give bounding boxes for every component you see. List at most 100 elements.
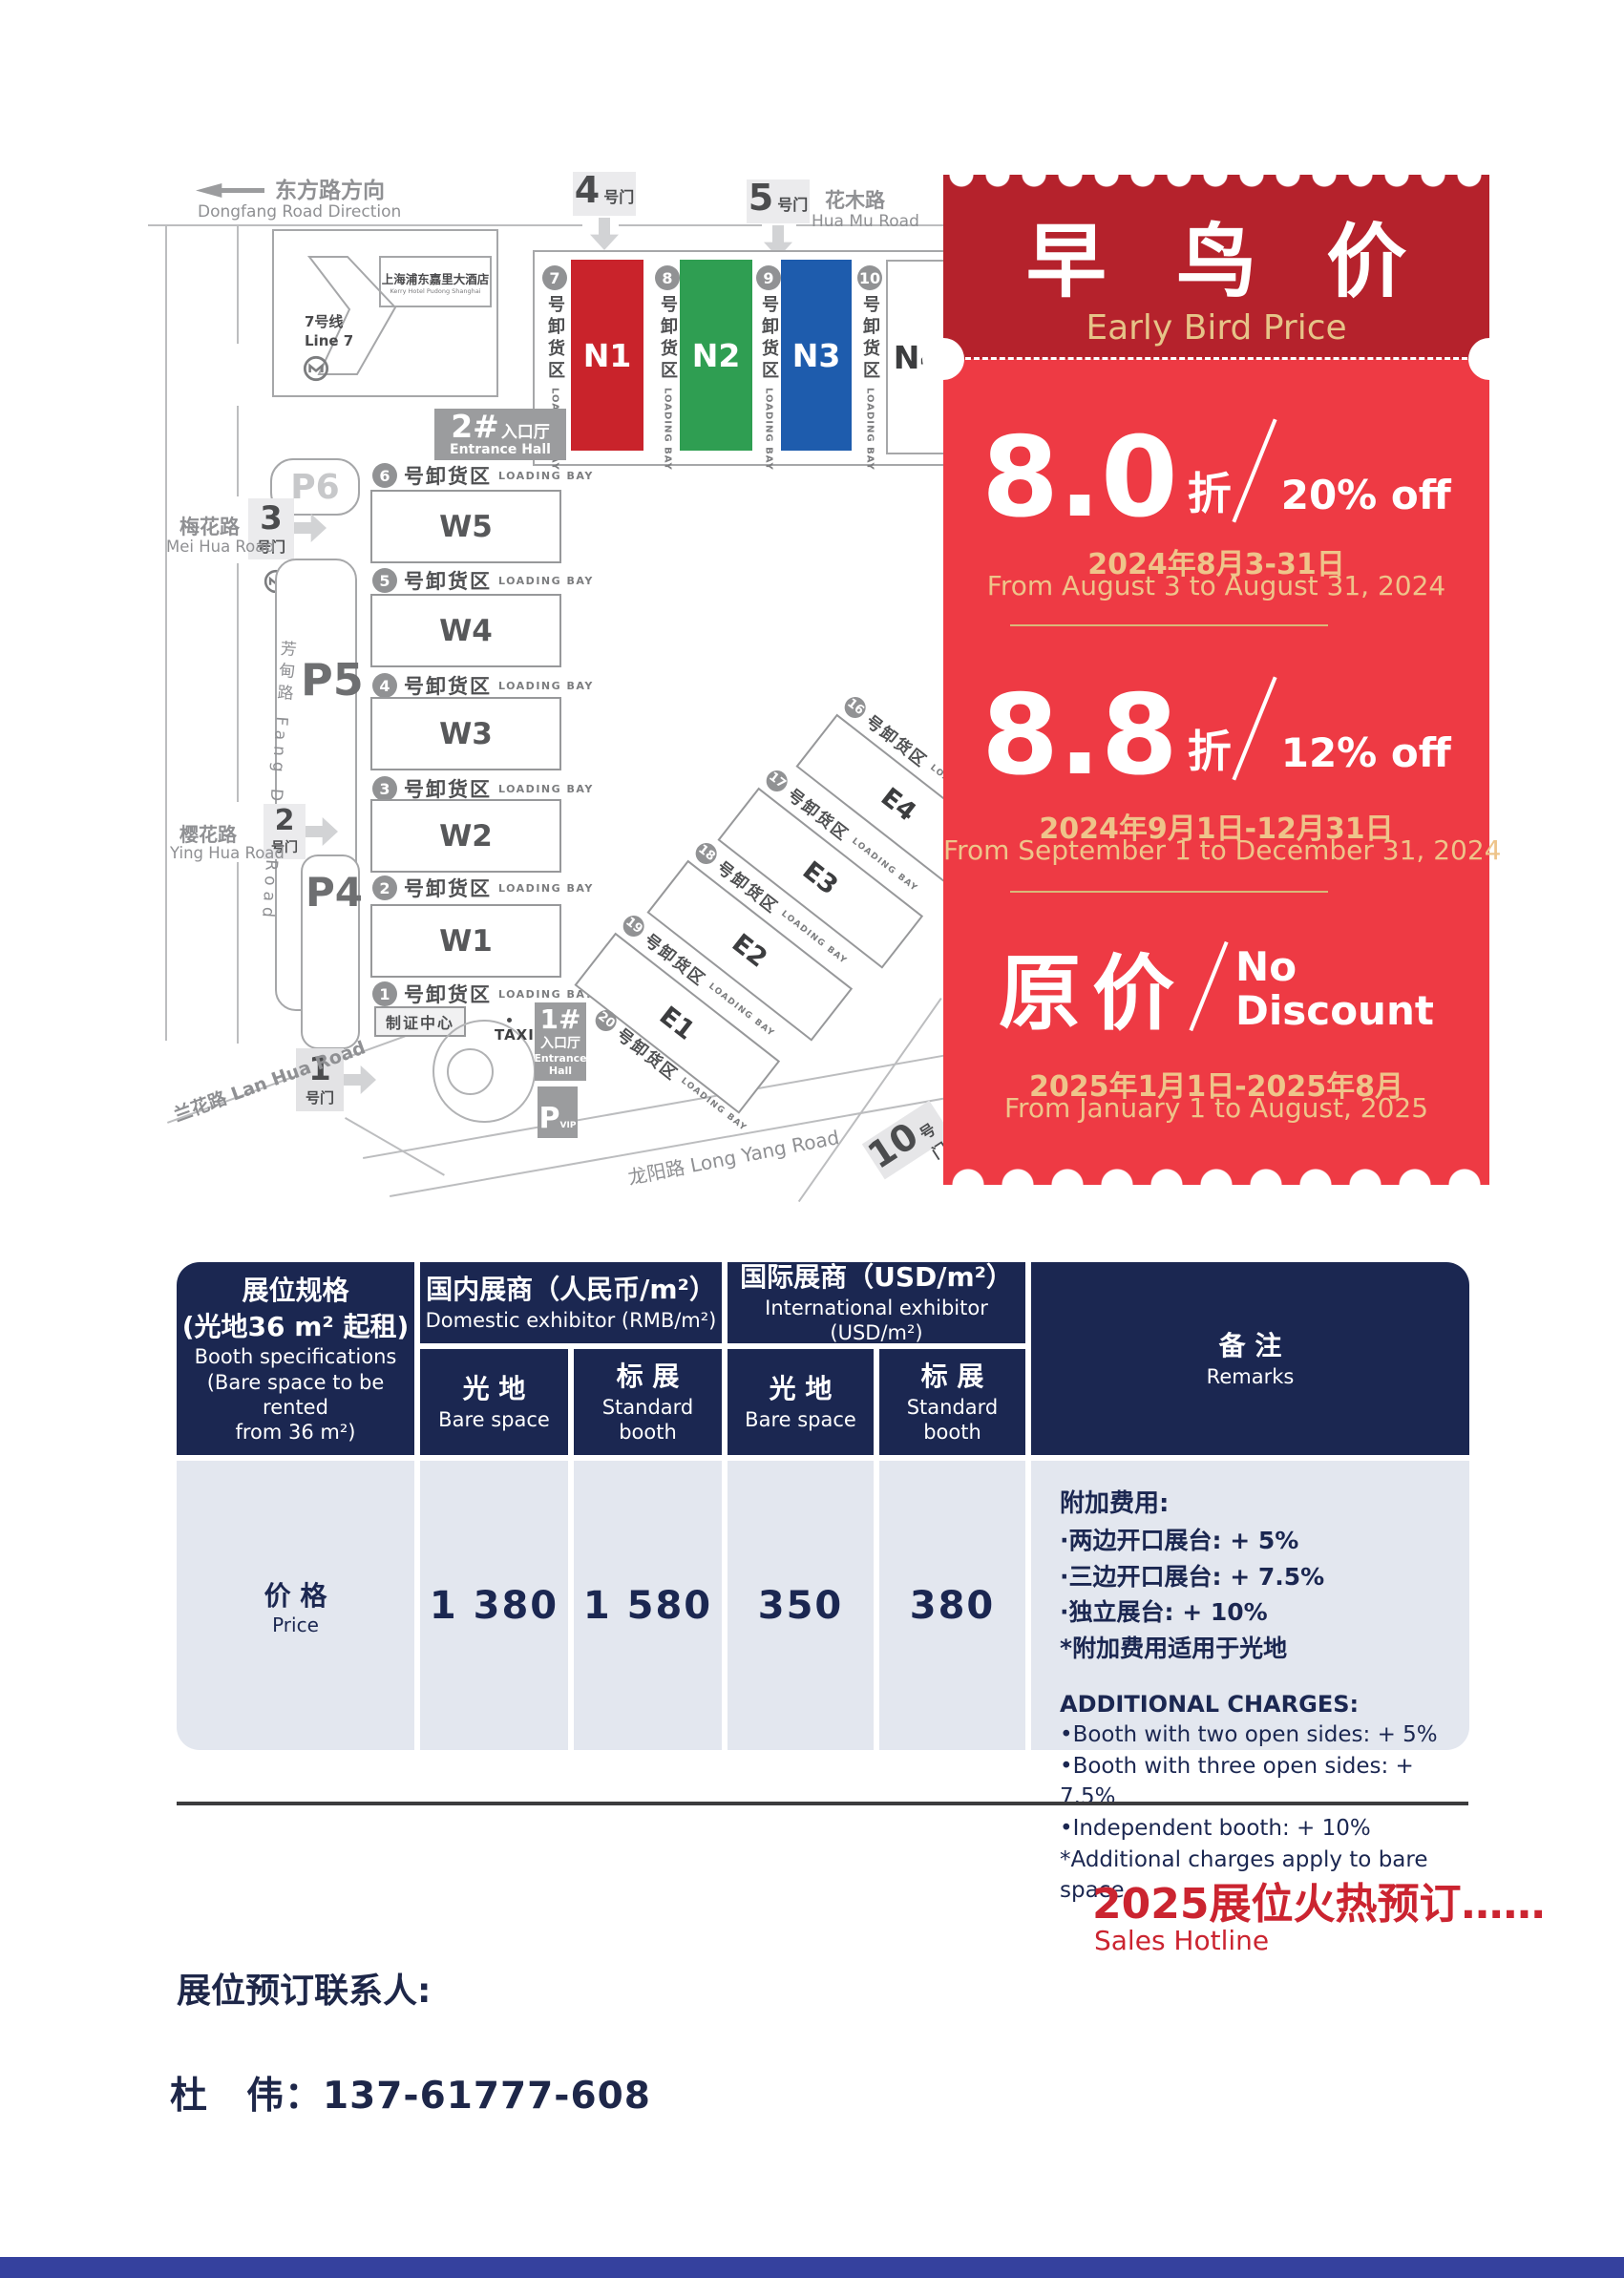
loading-bay-3: 3 号卸货区 LOADING BAY: [372, 774, 594, 803]
tier-1-discount: 8.0: [981, 413, 1178, 543]
gate-3-arrow-icon: [294, 514, 327, 542]
road-line: [237, 406, 239, 496]
bay-label-zh: 号卸货区: [404, 675, 492, 698]
gate-4: 4 号门: [573, 172, 636, 216]
entrance-1-label-zh: 入口厅: [540, 1036, 580, 1051]
gate-1-suffix: 号门: [305, 1088, 334, 1107]
bay-number-badge: 1: [372, 981, 397, 1006]
entrance-hall-2: 2# 入口厅 Entrance Hall: [434, 409, 566, 460]
tier-1-off-label: 20% off: [1280, 472, 1451, 518]
parking-p4-label: P4: [306, 869, 364, 916]
road-line: [237, 224, 239, 344]
tier-3-date-zh: 2025年1月1日-2025年8月: [1028, 1070, 1404, 1104]
remarks-zh-line: ·两边开口展台: + 5%: [1060, 1527, 1299, 1554]
parking-vip-p: P: [538, 1102, 560, 1135]
international-group-header: 国际展商（USD/m²） International exhibitor (US…: [728, 1261, 1025, 1345]
loading-bay-6: 6 号卸货区 LOADING BAY: [372, 461, 594, 490]
road-line: [165, 224, 167, 1041]
parking-p6-block: P6: [270, 458, 360, 516]
huamu-road-label-en: Hua Mu Road: [812, 212, 919, 231]
gate-5-number: 5: [748, 177, 774, 219]
gate-2: 2 号门: [264, 804, 306, 859]
meihua-road-label-en: Mei Hua Road: [166, 538, 275, 556]
bay-number-badge: 7: [542, 265, 567, 290]
yinghua-road-label-zh: 樱花路: [179, 823, 237, 846]
gate-5-suffix: 号门: [777, 196, 809, 214]
hall-n3: N3: [781, 260, 852, 451]
contact-phone: 杜 伟：137-61777-608: [170, 2075, 651, 2118]
remarks-zh-title: 附加费用:: [1060, 1489, 1170, 1518]
road-line: [619, 224, 762, 226]
hall-w5: W5: [370, 490, 561, 563]
gate-5: 5 号门: [747, 179, 810, 223]
bare-zh: 光 地: [462, 1373, 526, 1405]
bay-number-badge: 9: [756, 265, 781, 290]
gate-1: 1 号门: [296, 1048, 344, 1111]
bay-label-en: LOADING BAY: [864, 388, 875, 471]
gate-2-number: 2: [274, 804, 295, 837]
bay-label-zh: 号卸货区: [658, 295, 678, 383]
ticket-header: [943, 175, 1489, 359]
entrance-1-label-en1: Entrance: [534, 1052, 587, 1065]
hall-w2: W2: [370, 799, 561, 873]
remarks-header-cell: 备 注 Remarks: [1031, 1262, 1469, 1455]
dongfang-road-label-zh: 东方路方向: [275, 179, 385, 203]
bay-number-badge: 6: [372, 463, 397, 488]
ticket-dashed-separator: [957, 357, 1476, 360]
spec-en-line2: (Bare space to be rented: [206, 1370, 385, 1419]
ticket-title-zh: 早 鸟 价: [1025, 215, 1428, 308]
spec-en-line3: from 36 m²): [235, 1421, 356, 1445]
huamu-road-label-zh: 花木路: [825, 189, 885, 212]
entrance-2-label-en: Entrance Hall: [450, 441, 551, 457]
tier-2-unit: 折: [1187, 726, 1232, 777]
bay-label-zh: 号卸货区: [860, 295, 880, 383]
bay-number-badge: 2: [372, 875, 397, 900]
yinghua-road-label-en: Ying Hua Road: [170, 844, 285, 862]
price-domestic-standard: 1 580: [574, 1461, 722, 1750]
tier-1-date-zh: 2024年8月3-31日: [1087, 548, 1345, 581]
hall-n2: N2: [680, 260, 752, 451]
ticket-notch-left: [922, 338, 964, 380]
bay-label-zh: 号卸货区: [404, 877, 492, 900]
tier-1-unit: 折: [1187, 468, 1232, 519]
tier-3-slash: [1189, 940, 1229, 1032]
hall-w1: W1: [370, 904, 561, 978]
remarks-zh: 备 注: [1218, 1329, 1282, 1361]
gate-10: 10 号门: [860, 1100, 953, 1180]
remarks-en-title: ADDITIONAL CHARGES:: [1060, 1691, 1360, 1718]
bay-label-en: LOADING BAY: [763, 388, 774, 471]
remarks-body-cell: 附加费用: ·两边开口展台: + 5% ·三边开口展台: + 7.5% ·独立展…: [1031, 1461, 1469, 1903]
road-line: [796, 224, 943, 226]
hotel-building-shape: [306, 256, 397, 375]
gate-1-arrow-icon: [344, 1065, 376, 1094]
std-zh: 标 展: [920, 1360, 984, 1393]
bay-number-badge: 4: [372, 673, 397, 698]
parking-p6-label: P6: [290, 467, 340, 507]
international-bare-header: 光 地 Bare space: [728, 1349, 874, 1455]
international-zh: 国际展商（USD/m²）: [740, 1261, 1013, 1294]
price-zh: 价 格: [264, 1579, 327, 1612]
tier-2: 8.8 折 12% off: [943, 669, 1489, 791]
loading-bay-2: 2 号卸货区 LOADING BAY: [372, 874, 594, 902]
bay-label-en: LOADING BAY: [498, 679, 594, 692]
price-en: Price: [272, 1613, 319, 1636]
bare-en: Bare space: [745, 1408, 856, 1432]
tier-2-off-label: 12% off: [1280, 729, 1451, 776]
hotel-name-en: Kerry Hotel Pudong Shanghai: [390, 286, 481, 295]
tier-2-date-en: From September 1 to December 31, 2024: [943, 834, 1502, 866]
tier-3-off-line1: No: [1235, 943, 1297, 991]
domestic-en: Domestic exhibitor (RMB/m²): [425, 1309, 717, 1333]
footer-divider: [177, 1802, 1468, 1805]
gate-1-number: 1: [308, 1049, 331, 1088]
gate-2-suffix: 号门: [271, 840, 298, 855]
parking-vip-sub: VIP: [559, 1121, 577, 1130]
international-en: International exhibitor (USD/m²): [765, 1297, 988, 1345]
entrance-2-label-zh: 入口厅: [500, 422, 550, 442]
pricing-table: 展位规格 (光地36 m² 起租) Booth specifications (…: [177, 1261, 1469, 1903]
price-international-standard: 380: [879, 1461, 1025, 1750]
bay-number-badge: 10: [857, 265, 882, 290]
entrance-hall-1: 1# 入口厅 Entrance Hall: [534, 1002, 587, 1081]
line7-label-zh: 7号线: [305, 313, 344, 330]
bay-number-badge: 8: [655, 265, 680, 290]
parking-vip-block: P VIP: [538, 1086, 578, 1138]
